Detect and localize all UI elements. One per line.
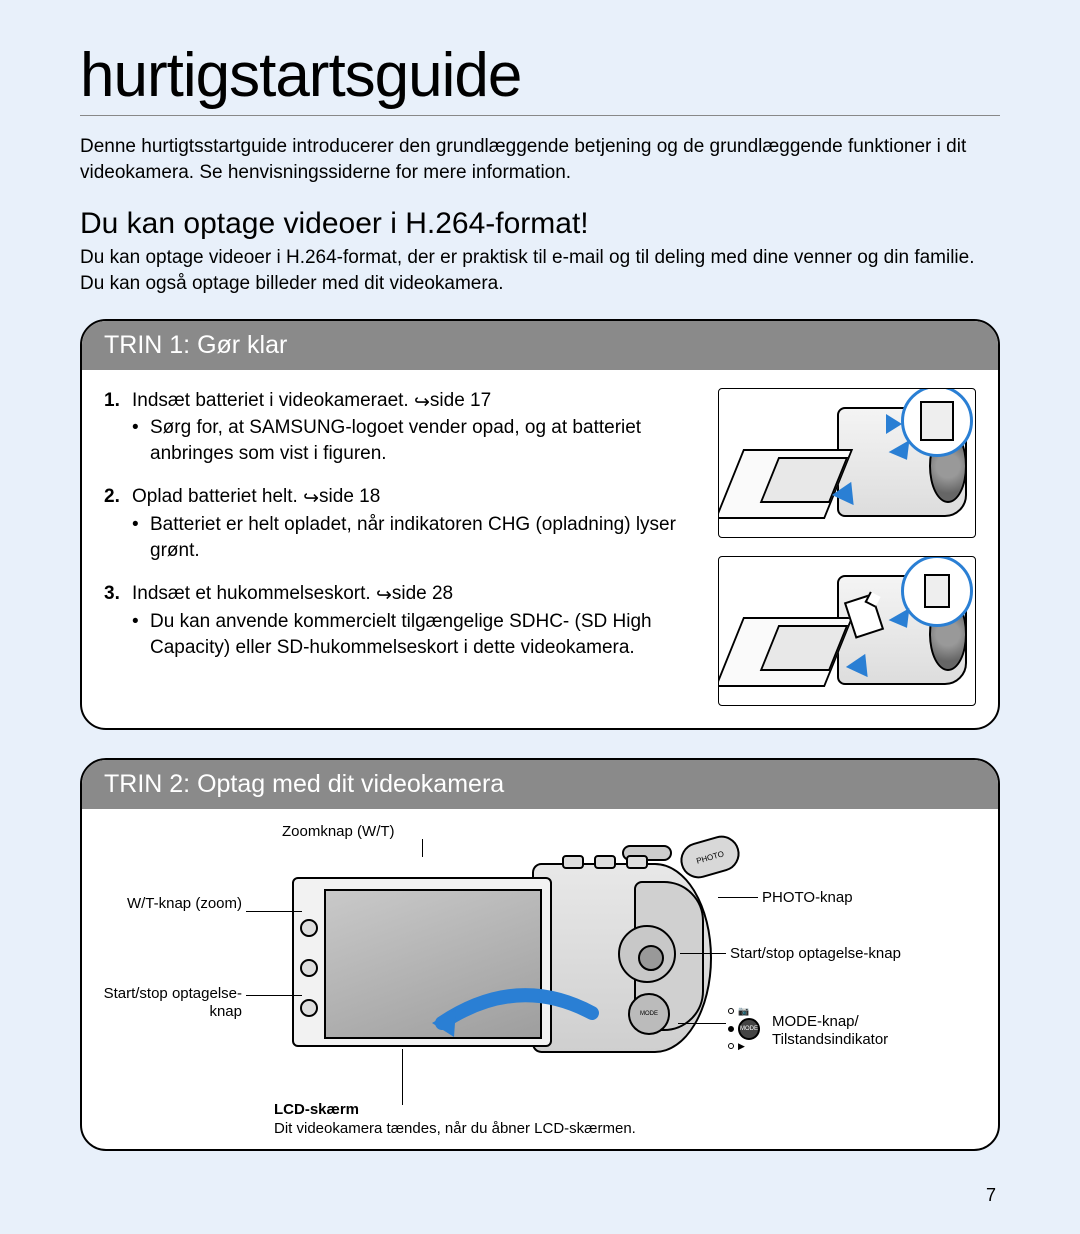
reference-arrow-icon: ↪ [414,390,430,416]
label-lcd-text: Dit videokamera tændes, når du åbner LCD… [274,1120,636,1137]
bullet-text: Sørg for, at SAMSUNG-logoet vender opad,… [150,415,698,466]
step2-box: TRIN 2: Optag med dit videokamera PHOTO … [80,758,1000,1151]
bullet-icon: • [132,609,142,660]
subheading: Du kan optage videoer i H.264-format! [80,207,1000,241]
step1-header: TRIN 1: Gør klar [82,321,998,370]
page-ref: side 17 [430,390,491,411]
figure-insert-sdcard [718,556,976,706]
mode-switch-icon: MODE [628,993,670,1035]
photo-button-icon: PHOTO [676,831,744,882]
label-lcd: LCD-skærm Dit videokamera tændes, når du… [274,1100,636,1139]
label-zoom-top: Zoomknap (W/T) [282,823,395,841]
list-number: 1. [104,388,126,414]
list-number: 2. [104,484,126,510]
step1-box: TRIN 1: Gør klar 1. Indsæt batteriet i v… [80,319,1000,730]
top-button-icon [594,855,616,869]
label-start-stop-right: Start/stop optagelse-knap [730,945,901,963]
bullet-text: Du kan anvende kommercielt tilgængelige … [150,609,698,660]
list-text: Oplad batteriet helt. [132,486,303,507]
step1-text: 1. Indsæt batteriet i videokameraet. ↪si… [104,388,698,706]
label-lcd-bold: LCD-skærm [274,1101,359,1118]
list-text: Indsæt batteriet i videokameraet. [132,390,414,411]
step2-header: TRIN 2: Optag med dit videokamera [82,760,998,809]
page-ref: side 18 [319,486,380,507]
page-title: hurtigstartsguide [80,40,1000,116]
battery-icon [920,401,954,441]
page-number: 7 [986,1185,996,1206]
top-button-icon [626,855,648,869]
step2-body: PHOTO MODE [82,809,998,1149]
open-lcd-arrow-icon [432,983,602,1043]
figure-camcorder: PHOTO MODE [292,853,712,1063]
arrow-icon [886,414,902,434]
reference-arrow-icon: ↪ [303,486,319,512]
list-number: 3. [104,581,126,607]
list-text: Indsæt et hukommelseskort. [132,583,376,604]
side-button-icon [300,959,318,977]
label-start-stop-left: Start/stop optagelse-knap [102,985,242,1021]
top-button-icon [562,855,584,869]
label-photo: PHOTO-knap [762,889,853,907]
mode-indicator-icon: 📷 MODE ▶ [728,1005,762,1049]
figure-insert-battery [718,388,976,538]
sdcard-icon [924,574,950,608]
label-mode: MODE-knap/ Tilstandsindikator [772,1013,942,1049]
bullet-icon: • [132,415,142,466]
intro-text: Denne hurtigtsstartguide introducerer de… [80,134,1000,185]
subheading-desc: Du kan optage videoer i H.264-format, de… [80,245,1000,296]
side-button-icon [300,999,318,1017]
bullet-text: Batteriet er helt opladet, når indikator… [150,512,698,563]
reference-arrow-icon: ↪ [376,583,392,609]
label-wt-knap: W/T-knap (zoom) [102,895,242,913]
record-button-icon [618,925,676,983]
bullet-icon: • [132,512,142,563]
page-ref: side 28 [392,583,453,604]
side-button-icon [300,919,318,937]
